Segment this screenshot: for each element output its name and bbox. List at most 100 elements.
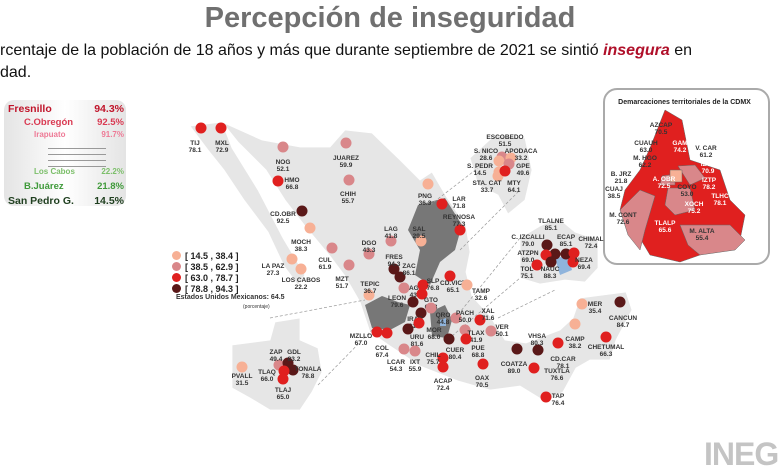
city-name: LCAR [386, 359, 406, 366]
city-marker [459, 324, 471, 336]
city-label: CD.VICT 65.1 [440, 280, 466, 294]
city-name: TLAJ [274, 387, 292, 394]
city-name: TEPIC [360, 281, 380, 288]
city-value: 67.4 [375, 352, 389, 359]
city-label: AGS43.5 [409, 285, 423, 299]
city-label: ACAP 72.4 [434, 378, 452, 392]
city-label: TUXTLA 76.6 [544, 368, 570, 382]
district-value: 38.5 [607, 193, 621, 200]
city-name: NEZA [575, 257, 593, 264]
city-name: MXL [215, 140, 229, 147]
city-marker [394, 271, 406, 283]
city-marker [549, 248, 561, 260]
city-label: SAL 29.5 [413, 226, 426, 240]
city-name: IXT [409, 359, 421, 366]
city-marker [340, 137, 352, 149]
district-value: 75.2 [687, 208, 701, 215]
city-label: IXT 55.9 [409, 359, 422, 373]
city-name: PVALL [231, 373, 253, 380]
city-value: 51.7 [335, 283, 349, 290]
city-marker [277, 373, 289, 385]
city-label: TEPIC 36.7 [360, 281, 379, 295]
city-marker [511, 343, 523, 355]
city-label: XAL 71.6 [482, 308, 495, 322]
city-label: LEON 79.6 [388, 295, 406, 309]
district-value: 74.2 [673, 147, 687, 154]
city-label: ESCOBEDO 51.5 [486, 134, 523, 148]
ranking-name: Los Cabos [34, 167, 75, 176]
subtitle-text-end: en [669, 42, 692, 59]
city-value: 36.7 [363, 288, 377, 295]
city-marker [569, 318, 581, 330]
city-name: JUAREZ [332, 155, 360, 162]
city-marker [528, 362, 540, 374]
city-name: PACH [456, 310, 474, 317]
city-name: TONALA [294, 366, 322, 373]
cdmx-district-label: M. HGO 62.2 [633, 155, 657, 169]
district-value: 72.5 [657, 183, 671, 190]
city-label: VER 50.1 [495, 324, 508, 338]
city-name: TLALNE [538, 218, 564, 225]
city-value: 94.3 [387, 261, 401, 268]
district-value: 78.2 [702, 184, 716, 191]
city-value: 88.3 [543, 273, 557, 280]
district-name: IZTC [700, 161, 716, 168]
city-name: STA. CAT [472, 180, 502, 187]
district-name: CUAUH [634, 140, 658, 147]
city-value: 59.9 [339, 162, 353, 169]
city-marker [236, 361, 248, 373]
cdmx-district-label: M. CONT 72.6 [609, 212, 636, 226]
district-value: 21.8 [614, 178, 628, 185]
city-name: SAL [412, 226, 426, 233]
district-name: TLHC [711, 193, 729, 200]
city-marker [444, 270, 456, 282]
ranking-value: 22.2% [101, 167, 124, 176]
city-label: ATZPN 69.0 [517, 250, 538, 264]
ranking-name: San Pedro G. [8, 195, 74, 207]
district-value: 70.9 [701, 168, 715, 175]
city-label: CD.OBR 92.5 [270, 211, 296, 225]
city-value: 41.9 [469, 337, 483, 344]
legend-swatch [172, 262, 181, 271]
city-value: 38.2 [568, 343, 582, 350]
city-name: COATZA [500, 361, 528, 368]
city-value: 61.9 [318, 264, 332, 271]
city-name: GPE [516, 163, 530, 170]
city-marker [363, 248, 375, 260]
cdmx-district-label: GAM 74.2 [672, 140, 687, 154]
city-value: 33.7 [480, 187, 494, 194]
city-label: SLP 76.8 [427, 278, 440, 292]
city-value: 65.0 [276, 394, 290, 401]
city-marker [443, 333, 455, 345]
city-name: GTO [424, 297, 438, 304]
city-label: S. PEDR 14.5 [467, 163, 493, 177]
city-marker [398, 343, 410, 355]
city-value: 69.4 [577, 264, 591, 271]
city-marker [295, 263, 307, 275]
city-value: 67.0 [354, 340, 368, 347]
city-label: CHETUMAL 66.3 [588, 344, 624, 358]
city-label: CAMP 38.2 [565, 336, 584, 350]
city-name: ZAP [269, 349, 283, 356]
city-name: S. PEDR [466, 163, 494, 170]
legend-label: [ 38.5 , 62.9 ] [185, 261, 239, 272]
district-name: GAM [672, 140, 688, 147]
legend-item: [ 14.5 , 38.4 ] [172, 250, 239, 261]
city-marker [576, 298, 588, 310]
ranking-value: 21.8% [97, 181, 124, 192]
city-label: MOCH 38.3 [291, 239, 311, 253]
district-value: 70.5 [654, 129, 668, 136]
city-label: CHIH 55.7 [340, 191, 356, 205]
city-value: 36.3 [418, 200, 432, 207]
district-name: M. CONT [609, 212, 637, 219]
district-value: 72.6 [616, 219, 630, 226]
city-value: 49.4 [269, 356, 283, 363]
ranking-name: B.Juárez [24, 181, 64, 192]
city-name: XAL [481, 308, 495, 315]
city-marker [402, 323, 414, 335]
city-name: CHIL [425, 352, 441, 359]
city-label: LOS CABOS 22.2 [282, 277, 321, 291]
city-label: GDL 83.2 [287, 349, 301, 363]
city-label: C. IZCALLI 79.0 [511, 234, 544, 248]
city-value: 76.8 [426, 285, 440, 292]
